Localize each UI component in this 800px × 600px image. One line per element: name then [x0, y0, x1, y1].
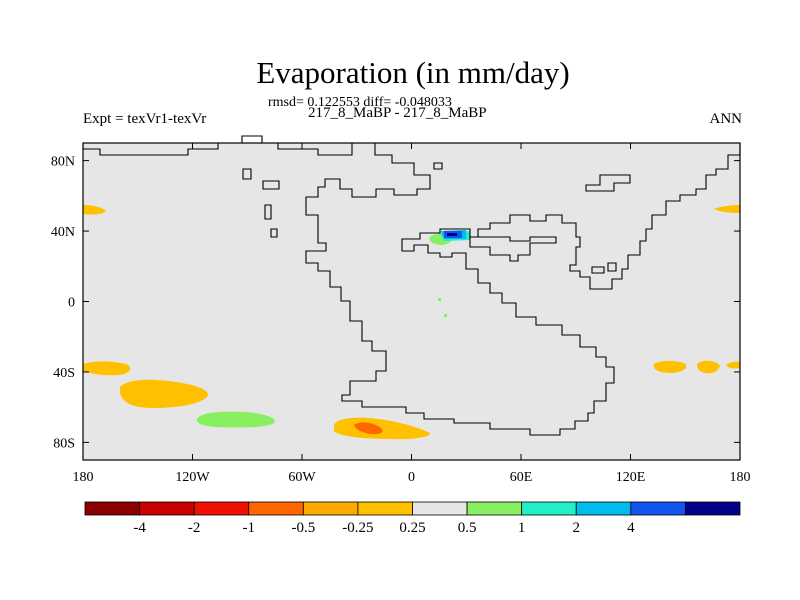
colorbar-label: -0.5	[291, 520, 315, 536]
anomaly-region-south-pacific-2	[119, 379, 208, 408]
anomaly-region-north-pacific-east	[714, 205, 740, 213]
anomaly-region-south-pacific-1	[83, 361, 131, 376]
colorbar-swatch	[302, 501, 359, 516]
lon-tick-label: 180	[730, 470, 751, 485]
experiment-label: Expt = texVr1-texVr	[83, 111, 207, 127]
colorbar-swatch	[193, 501, 250, 516]
lon-tick-label: 120E	[616, 470, 646, 485]
island-outline	[262, 180, 280, 190]
anomaly-region-north-pacific-west	[83, 205, 106, 215]
latitude-axis: 80N 40N 0 40S 80S	[51, 155, 740, 451]
anomaly-region-south-atlantic	[334, 417, 431, 440]
stats-line: rmsd= 0.122553 diff= -0.048033	[268, 95, 452, 110]
anomaly-region-southeast-ocean	[726, 361, 740, 369]
lat-tick-label: 0	[68, 296, 75, 311]
colorbar-label: 2	[573, 520, 581, 536]
colorbar-label: 4	[627, 520, 635, 536]
colorbar: -4 -2 -1 -0.5 -0.25 0.25 0.5 1 2 4	[84, 501, 741, 536]
colorbar-swatch	[521, 501, 577, 516]
colorbar-swatch	[139, 501, 195, 516]
colorbar-label: -4	[133, 520, 146, 536]
anomaly-region-south-pacific-3	[196, 411, 275, 428]
lon-tick-label: 180	[73, 470, 94, 485]
lat-tick-label: 80N	[51, 155, 75, 170]
anomaly-spot-2	[444, 314, 447, 317]
colorbar-label: 1	[518, 520, 526, 536]
anomaly-spot-1	[438, 298, 441, 301]
colorbar-label: 0.5	[458, 520, 477, 536]
lon-tick-label: 0	[408, 470, 415, 485]
anomaly-region-indian-ocean	[653, 360, 687, 373]
island-outline	[270, 228, 278, 238]
tethys-inner-coastline	[469, 236, 557, 262]
chart-title: Evaporation (in mm/day)	[256, 55, 570, 90]
lat-tick-label: 40S	[53, 366, 75, 381]
lon-tick-label: 60W	[288, 470, 316, 485]
island-outline	[607, 262, 617, 272]
colorbar-swatch	[84, 501, 140, 516]
colorbar-swatch	[357, 501, 413, 516]
coastlines	[82, 135, 741, 436]
colorbar-swatch	[466, 501, 523, 516]
season-label: ANN	[709, 111, 743, 127]
chart-subtitle: 217_8_MaBP - 217_8_MaBP	[308, 105, 487, 121]
anomaly-region-indian-ocean-2	[697, 360, 720, 374]
colorbar-label: -1	[243, 520, 256, 536]
island-outline	[433, 162, 443, 170]
colorbar-swatch	[685, 501, 741, 516]
colorbar-swatch	[575, 501, 632, 516]
colorbar-label: 0.25	[399, 520, 425, 536]
colorbar-swatch	[412, 501, 468, 516]
island-outline	[585, 174, 631, 192]
map-background	[83, 143, 740, 460]
colorbar-label: -2	[188, 520, 201, 536]
colorbar-swatch	[248, 501, 304, 516]
lon-tick-label: 60E	[510, 470, 533, 485]
colorbar-swatch	[630, 501, 686, 516]
lat-tick-label: 80S	[53, 436, 75, 451]
island-outline	[242, 168, 252, 180]
island-outline	[264, 204, 272, 220]
map-panel	[82, 135, 741, 461]
lon-tick-label: 120W	[175, 470, 210, 485]
anomaly-fills	[83, 205, 740, 440]
anomaly-region-tethys-core	[447, 233, 457, 236]
lat-tick-label: 40N	[51, 225, 75, 240]
anomaly-region-south-atlantic-core	[354, 422, 383, 435]
colorbar-label: -0.25	[342, 520, 373, 536]
pangaea-coastline	[82, 135, 741, 436]
island-outline	[591, 266, 605, 274]
longitude-axis: 180 120W 60W 0 60E 120E 180	[73, 143, 751, 485]
